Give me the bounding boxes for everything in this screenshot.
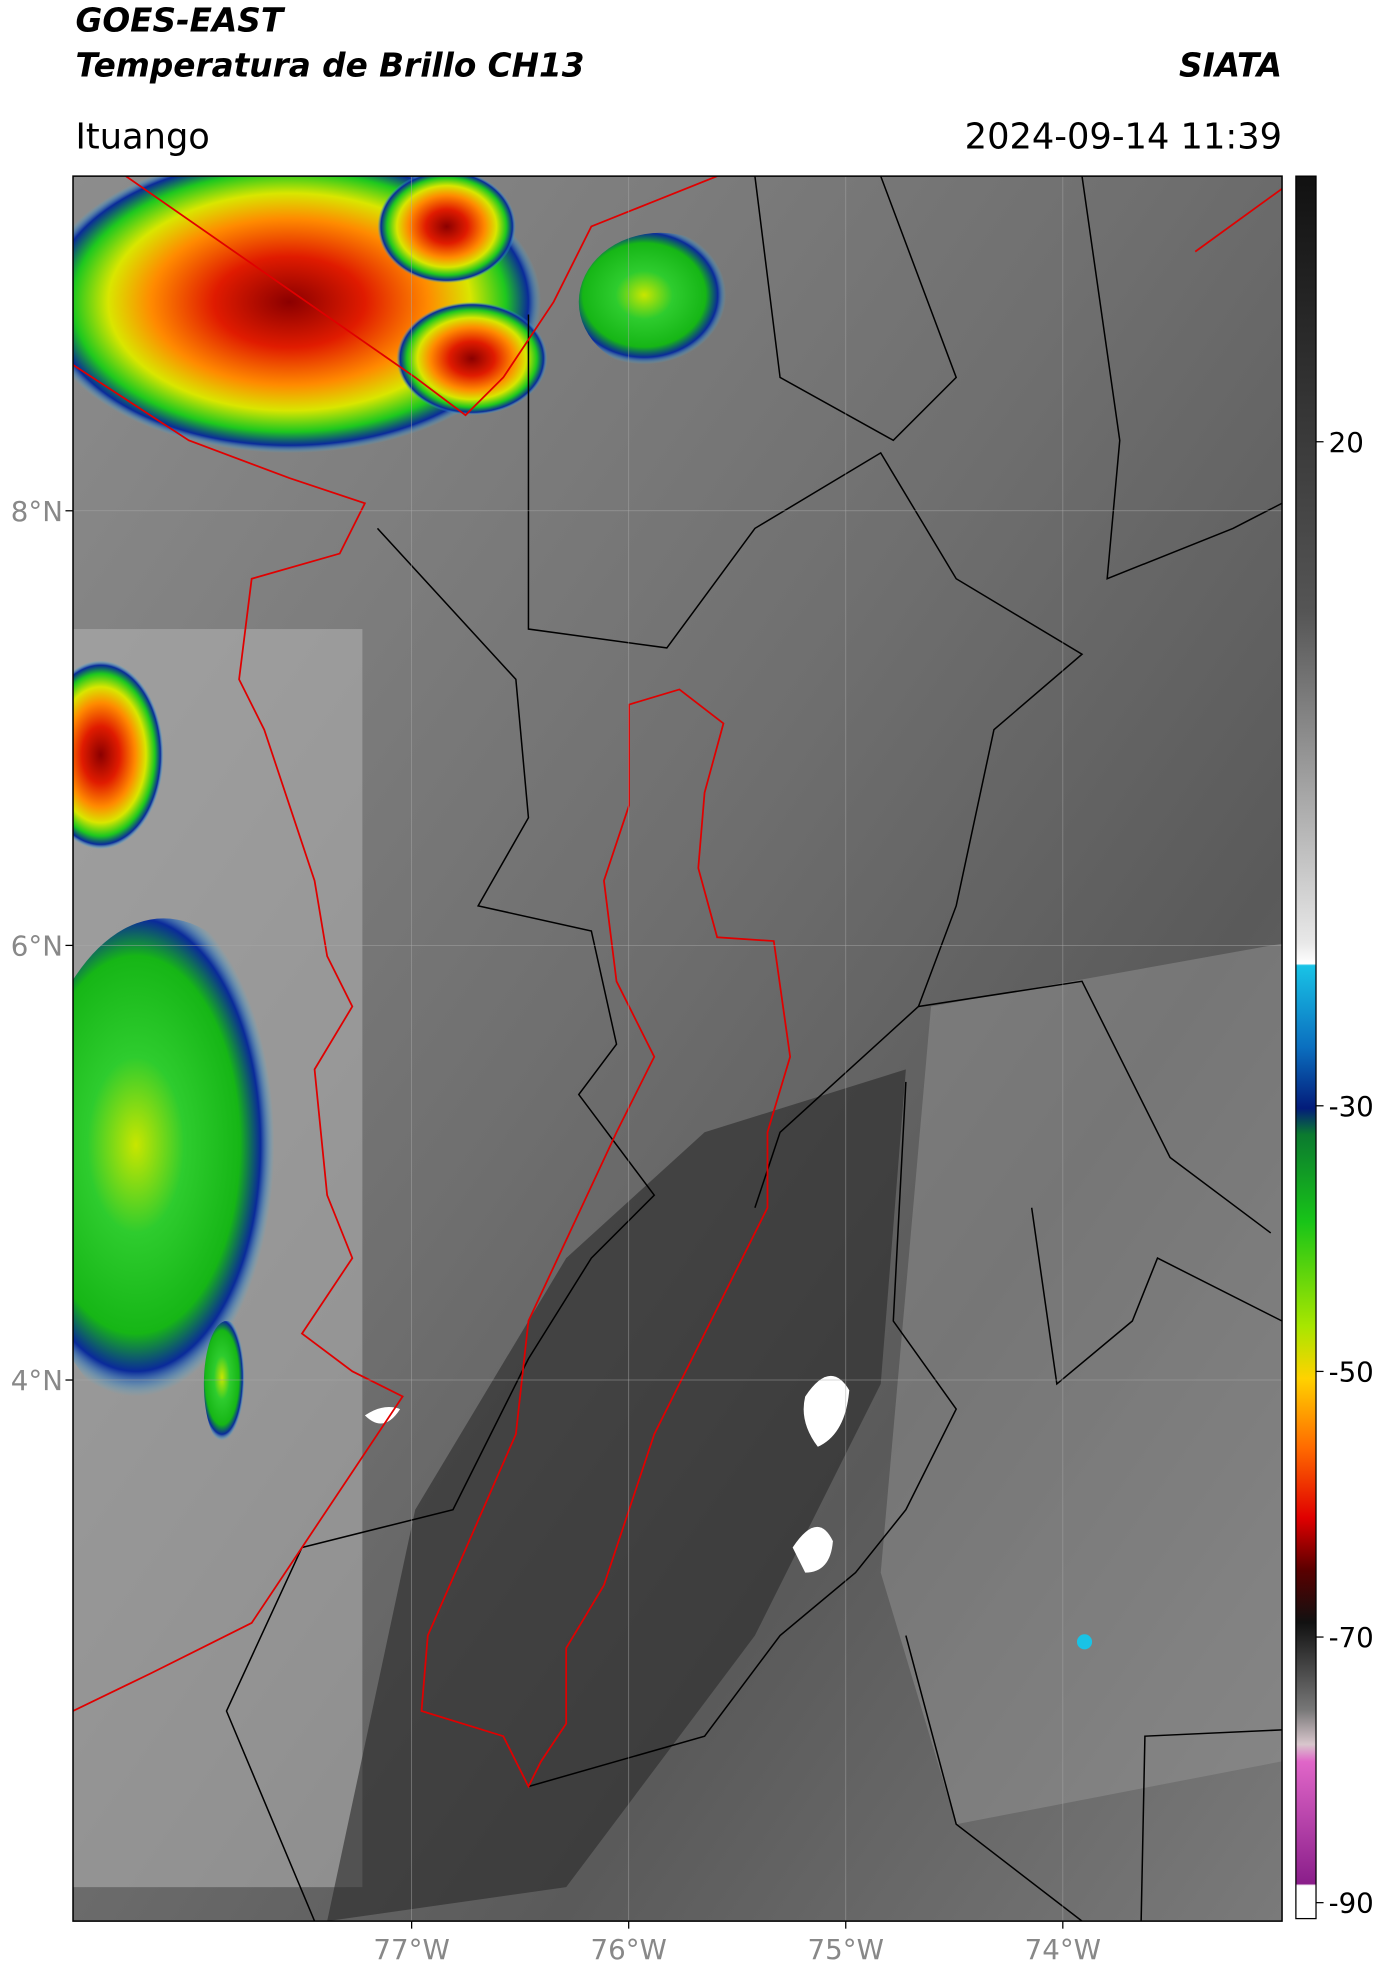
x-tick-label: 76°W [591,1933,667,1966]
graticule [73,176,1283,1922]
datetime: 2024-09-14 11:39 [965,116,1282,157]
title: GOES-EAST [76,1,286,39]
map-frame [72,175,1283,1922]
y-tick-label: 8°N [11,495,63,528]
colorbar-tick-label: -50 [1329,1355,1374,1388]
location: Ituango [76,116,210,157]
x-tick-label: 77°W [373,1933,449,1966]
colorbar-tick-label: 20 [1329,426,1364,459]
colorbar-tick-label: -30 [1329,1090,1374,1123]
colorbar [1295,175,1317,1920]
colorbar-tick-label: -90 [1329,1887,1374,1920]
source: SIATA [1179,47,1282,85]
y-tick-label: 4°N [11,1364,63,1397]
y-tick-label: 6°N [11,929,63,962]
subtitle: Temperatura de Brillo CH13 [76,47,585,85]
x-tick-label: 75°W [808,1933,884,1966]
satellite-image [73,176,1283,1922]
x-tick-label: 74°W [1025,1933,1101,1966]
colorbar-tick-label: -70 [1329,1621,1374,1654]
